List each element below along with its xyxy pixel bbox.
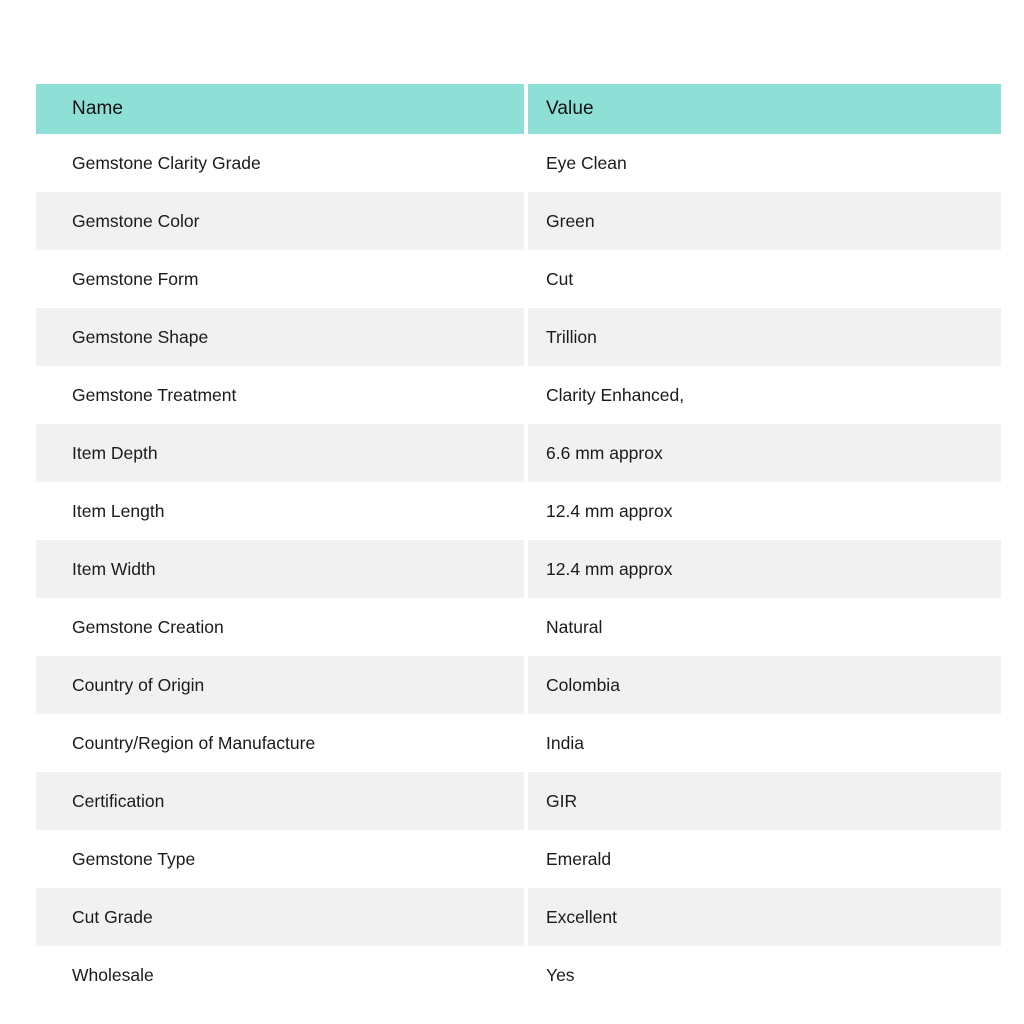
table-row: Gemstone Type Emerald	[36, 830, 1001, 888]
column-divider	[524, 366, 528, 424]
spec-value-label: 12.4 mm approx	[546, 501, 673, 521]
column-divider	[524, 482, 528, 540]
column-divider	[524, 656, 528, 714]
spec-name-cell: Item Depth	[36, 424, 524, 482]
spec-value-cell: Yes	[528, 946, 1001, 1004]
spec-name-label: Certification	[72, 791, 165, 811]
spec-value-label: 6.6 mm approx	[546, 443, 663, 463]
spec-name-cell: Country/Region of Manufacture	[36, 714, 524, 772]
column-divider	[524, 772, 528, 830]
spec-value-cell: 12.4 mm approx	[528, 540, 1001, 598]
table-row: Item Depth 6.6 mm approx	[36, 424, 1001, 482]
spec-value-label: Yes	[546, 965, 575, 985]
spec-value-label: GIR	[546, 791, 578, 811]
spec-name-cell: Cut Grade	[36, 888, 524, 946]
spec-value-label: Trillion	[546, 327, 597, 347]
column-divider	[524, 424, 528, 482]
table-row: Gemstone Form Cut	[36, 250, 1001, 308]
spec-name-label: Country of Origin	[72, 675, 205, 695]
table-row: Gemstone Color Green	[36, 192, 1001, 250]
spec-value-label: Green	[546, 211, 595, 231]
column-divider	[524, 714, 528, 772]
table-row: Country of Origin Colombia	[36, 656, 1001, 714]
column-divider	[524, 830, 528, 888]
spec-name-label: Gemstone Clarity Grade	[72, 153, 261, 173]
spec-name-cell: Wholesale	[36, 946, 524, 1004]
spec-name-cell: Gemstone Shape	[36, 308, 524, 366]
column-divider	[524, 598, 528, 656]
table-row: Gemstone Treatment Clarity Enhanced,	[36, 366, 1001, 424]
spec-name-label: Gemstone Creation	[72, 617, 224, 637]
spec-value-label: Colombia	[546, 675, 620, 695]
column-divider	[524, 540, 528, 598]
table-row: Country/Region of Manufacture India	[36, 714, 1001, 772]
spec-name-cell: Gemstone Form	[36, 250, 524, 308]
spec-value-cell: Colombia	[528, 656, 1001, 714]
table-row: Cut Grade Excellent	[36, 888, 1001, 946]
spec-value-cell: Green	[528, 192, 1001, 250]
spec-value-cell: Natural	[528, 598, 1001, 656]
spec-value-label: India	[546, 733, 584, 753]
spec-name-cell: Gemstone Creation	[36, 598, 524, 656]
table-header-row: Name Value	[36, 84, 1001, 134]
column-divider	[524, 888, 528, 946]
spec-value-cell: Excellent	[528, 888, 1001, 946]
table-row: Gemstone Clarity Grade Eye Clean	[36, 134, 1001, 192]
spec-value-cell: GIR	[528, 772, 1001, 830]
spec-name-label: Gemstone Shape	[72, 327, 209, 347]
column-header-value: Value	[528, 84, 1001, 134]
spec-value-label: Emerald	[546, 849, 612, 869]
spec-name-label: Wholesale	[72, 965, 154, 985]
table-row: Gemstone Creation Natural	[36, 598, 1001, 656]
spec-name-cell: Gemstone Color	[36, 192, 524, 250]
column-header-name-label: Name	[72, 98, 124, 119]
table-body: Gemstone Clarity Grade Eye Clean Gemstone …	[36, 134, 1001, 1004]
spec-name-label: Gemstone Color	[72, 211, 200, 231]
column-divider	[524, 84, 528, 134]
spec-name-cell: Gemstone Type	[36, 830, 524, 888]
spec-value-label: Eye Clean	[546, 153, 627, 173]
spec-value-label: Clarity Enhanced,	[546, 385, 685, 405]
spec-name-cell: Country of Origin	[36, 656, 524, 714]
column-divider	[524, 192, 528, 250]
table-row: Wholesale Yes	[36, 946, 1001, 1004]
spec-value-cell: India	[528, 714, 1001, 772]
spec-value-label: 12.4 mm approx	[546, 559, 673, 579]
spec-value-cell: Trillion	[528, 308, 1001, 366]
spec-value-label: Excellent	[546, 907, 618, 927]
spec-name-label: Cut Grade	[72, 907, 153, 927]
spec-name-cell: Certification	[36, 772, 524, 830]
spec-name-label: Item Width	[72, 559, 156, 579]
spec-name-cell: Gemstone Clarity Grade	[36, 134, 524, 192]
table-row: Item Length 12.4 mm approx	[36, 482, 1001, 540]
column-divider	[524, 250, 528, 308]
spec-name-cell: Item Length	[36, 482, 524, 540]
spec-name-label: Gemstone Treatment	[72, 385, 237, 405]
column-header-name: Name	[36, 84, 524, 134]
spec-value-cell: 12.4 mm approx	[528, 482, 1001, 540]
table-row: Gemstone Shape Trillion	[36, 308, 1001, 366]
spec-name-label: Country/Region of Manufacture	[72, 733, 316, 753]
spec-name-cell: Gemstone Treatment	[36, 366, 524, 424]
spec-value-label: Cut	[546, 269, 574, 289]
spec-name-label: Gemstone Type	[72, 849, 196, 869]
column-header-value-label: Value	[546, 98, 594, 119]
table-row: Certification GIR	[36, 772, 1001, 830]
table-row: Item Width 12.4 mm approx	[36, 540, 1001, 598]
column-divider	[524, 308, 528, 366]
spec-name-label: Item Length	[72, 501, 165, 521]
spec-value-cell: 6.6 mm approx	[528, 424, 1001, 482]
spec-name-cell: Item Width	[36, 540, 524, 598]
spec-value-cell: Emerald	[528, 830, 1001, 888]
spec-value-cell: Eye Clean	[528, 134, 1001, 192]
spec-value-label: Natural	[546, 617, 603, 637]
spec-name-label: Item Depth	[72, 443, 158, 463]
spec-value-cell: Cut	[528, 250, 1001, 308]
spec-name-label: Gemstone Form	[72, 269, 199, 289]
item-specifics-table: Name Value Gemstone Clarity Grade Eye Cle…	[36, 84, 1001, 1004]
spec-value-cell: Clarity Enhanced,	[528, 366, 1001, 424]
column-divider	[524, 946, 528, 1004]
column-divider	[524, 134, 528, 192]
